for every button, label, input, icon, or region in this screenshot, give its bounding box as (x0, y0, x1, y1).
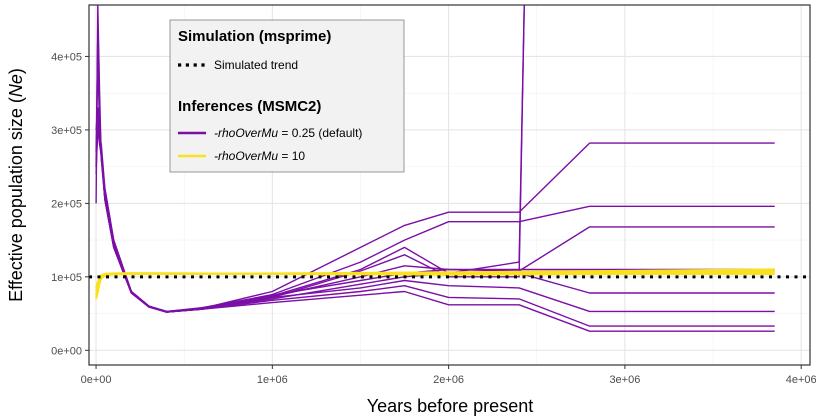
y-axis-title-prefix: Effective population size ( (6, 97, 26, 302)
legend-purple-label-italic: -rhoOverMu (214, 126, 278, 140)
legend-purple-label-rest: = 0.25 (default) (278, 126, 362, 140)
x-tick-label: 0e+00 (81, 374, 112, 386)
legend-purple-label: -rhoOverMu = 0.25 (default) (214, 126, 362, 140)
legend-box (169, 19, 405, 173)
series-layer (89, 5, 810, 332)
x-tick-label: 2e+06 (433, 374, 464, 386)
legend-simulated-trend-label: Simulated trend (214, 58, 298, 72)
y-axis-title-suffix: ) (6, 68, 26, 74)
legend-yellow-label-rest: = 10 (278, 149, 305, 163)
axes: 0e+00 1e+06 2e+06 3e+06 4e+06 0e+00 1e+05 2e+05… (51, 51, 816, 386)
series-yellow-line (95, 272, 775, 289)
legend: Simulation (msprime) Simulated trend Inf… (169, 19, 405, 173)
legend-group2-title: Inferences (MSMC2) (178, 98, 321, 115)
x-tick-label: 1e+06 (257, 374, 288, 386)
panel-border (88, 4, 811, 366)
x-tick-label: 3e+06 (609, 374, 640, 386)
y-tick-label: 4e+05 (51, 51, 82, 63)
x-axis-title: Years before present (367, 396, 533, 416)
y-tick-label: 0e+00 (51, 345, 82, 357)
y-axis-title: Effective population size (Ne) (6, 68, 26, 302)
y-tick-label: 2e+05 (51, 198, 82, 210)
plot-area (89, 5, 810, 332)
series-purple-line (95, 121, 775, 332)
x-tick-label: 4e+06 (786, 374, 816, 386)
legend-yellow-label-italic: -rhoOverMu (214, 149, 278, 163)
y-tick-label: 1e+05 (51, 272, 82, 284)
legend-group1-title: Simulation (msprime) (178, 28, 331, 45)
legend-yellow-label: -rhoOverMu = 10 (214, 149, 305, 163)
y-axis-title-italic: Ne (6, 74, 26, 97)
y-tick-label: 3e+05 (51, 125, 82, 137)
